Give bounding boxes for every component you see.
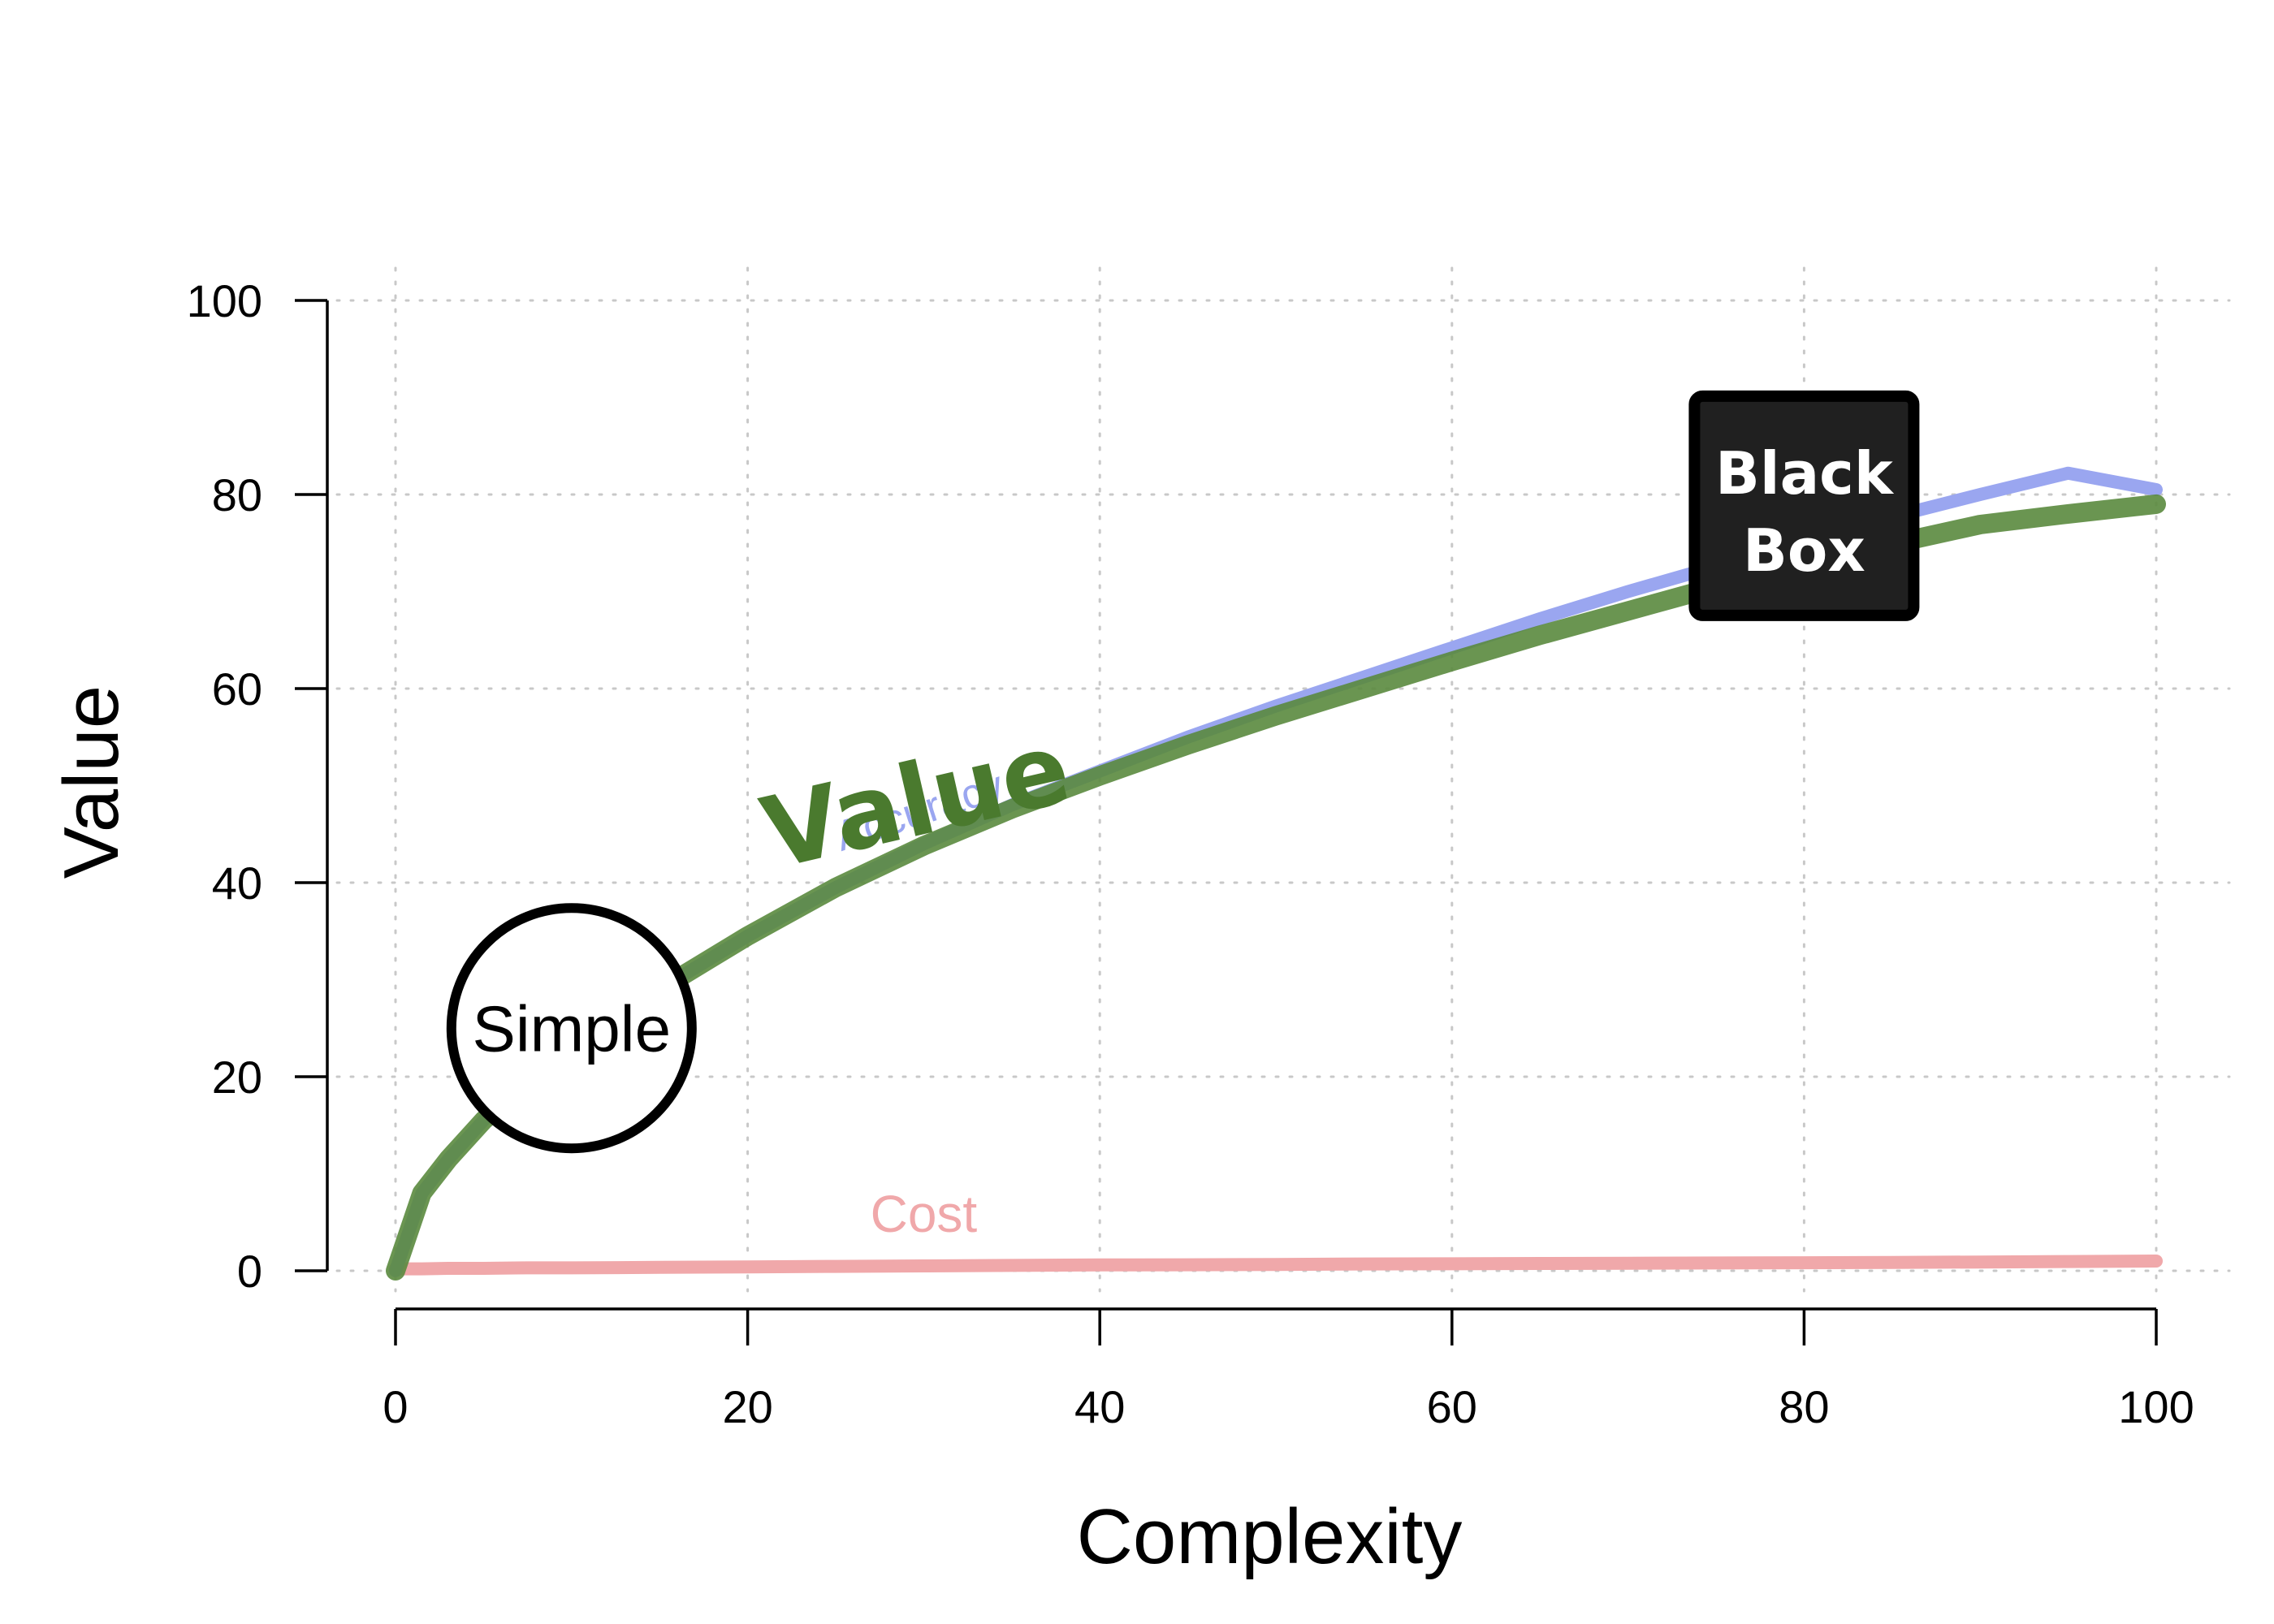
- x-tick-label-0: 0: [383, 1381, 408, 1432]
- axis-layer: 0 20 40 60 80 100 0 20 40 60 80 100: [187, 275, 2194, 1432]
- annotation-layer: Accuracy Value Cost Simple Black Box: [446, 390, 1920, 1243]
- value-series-label: Value: [752, 710, 1080, 892]
- black-box-callout: Black Box: [1688, 390, 1920, 621]
- simple-label: Simple: [473, 992, 672, 1065]
- x-tick-label-80: 80: [1779, 1381, 1829, 1432]
- y-tick-label-80: 80: [212, 469, 262, 520]
- simple-callout: Simple: [446, 903, 697, 1154]
- y-tick-label-60: 60: [212, 663, 262, 715]
- x-tick-label-60: 60: [1427, 1381, 1477, 1432]
- x-axis-title: Complexity: [1077, 1493, 1463, 1580]
- x-tick-label-40: 40: [1074, 1381, 1125, 1432]
- black-box-label-line1: Black: [1715, 439, 1895, 508]
- y-tick-label-0: 0: [237, 1246, 262, 1297]
- x-tick-label-100: 100: [2118, 1381, 2194, 1432]
- black-box-label-line2: Box: [1743, 516, 1865, 585]
- y-tick-label-40: 40: [212, 857, 262, 909]
- cost-series-label: Cost: [871, 1185, 978, 1243]
- simple-circle: [446, 903, 697, 1154]
- y-axis-title: Value: [48, 685, 135, 879]
- series-line-cost: [389, 1255, 2163, 1276]
- y-tick-label-100: 100: [187, 275, 262, 326]
- black-box-rect: [1688, 390, 1920, 621]
- y-tick-label-20: 20: [212, 1052, 262, 1103]
- x-tick-label-20: 20: [722, 1381, 772, 1432]
